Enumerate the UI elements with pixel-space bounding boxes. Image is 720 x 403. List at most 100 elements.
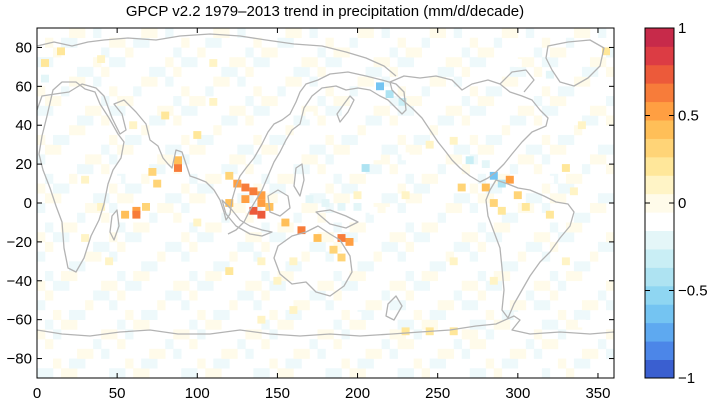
trend-cell — [305, 195, 314, 203]
trend-cell — [433, 59, 442, 67]
trend-cell — [257, 210, 266, 219]
trend-cell — [161, 315, 170, 324]
x-tick-label: 200 — [345, 385, 370, 402]
trend-cell — [489, 171, 498, 180]
trend-cell — [513, 59, 522, 67]
trend-cell — [81, 234, 90, 242]
colorbar-swatch — [645, 101, 674, 121]
trend-cell — [313, 234, 322, 242]
x-tick-label: 0 — [33, 385, 41, 402]
trend-cell — [241, 195, 250, 203]
trend-cell — [489, 276, 498, 285]
trend-cell — [257, 191, 266, 200]
trend-cell — [577, 319, 586, 328]
coastline-eurasia-north — [37, 33, 397, 77]
colorbar-tick-label: −0.5 — [678, 283, 708, 300]
coastline-australia — [273, 225, 353, 297]
trend-cell — [225, 171, 234, 180]
coastlines — [37, 33, 614, 337]
colorbar-swatch — [645, 156, 674, 176]
trend-cell — [545, 121, 554, 130]
trend-cell — [273, 121, 282, 130]
trend-cell — [305, 111, 314, 120]
trend-cell — [148, 168, 157, 176]
trend-cell — [369, 206, 378, 215]
trend-cell — [161, 111, 170, 120]
colorbar-swatch — [645, 175, 674, 195]
colorbar-swatch — [645, 249, 674, 268]
trend-cell — [489, 199, 498, 207]
x-tick-label: 350 — [585, 385, 610, 402]
colorbar-ticks: 1 0.5 0 −0.5 −1 — [645, 20, 708, 387]
trend-cell — [337, 253, 346, 262]
trend-cell — [174, 164, 182, 172]
trend-cell — [132, 210, 141, 219]
trend-cell — [57, 47, 65, 56]
trend-cell — [513, 311, 522, 320]
trend-cell — [41, 59, 49, 67]
trend-cell — [142, 203, 150, 211]
trend-cell — [209, 59, 218, 67]
trend-cell — [289, 257, 298, 266]
trend-cell — [97, 315, 106, 324]
trend-cells — [41, 47, 610, 336]
trend-cell — [153, 179, 162, 188]
trend-cell — [281, 218, 290, 227]
trend-cell — [465, 156, 474, 165]
trend-cell — [132, 206, 141, 215]
colorbar-swatch — [645, 212, 674, 232]
trend-cell — [337, 121, 346, 130]
trend-cell — [345, 238, 354, 246]
colorbar-swatch — [645, 230, 674, 250]
trend-cell — [425, 140, 434, 149]
trend-cell — [257, 199, 266, 207]
trend-cell — [561, 257, 570, 266]
trend-cell — [401, 152, 410, 161]
x-axis: 0 50 100 150 200 250 300 350 — [33, 28, 610, 402]
y-tick-label: 80 — [15, 39, 32, 56]
y-tick-label: −40 — [7, 273, 32, 290]
trend-cell — [569, 187, 578, 196]
trend-cell — [257, 315, 266, 324]
trend-cell — [273, 276, 282, 285]
coastline-africa — [38, 81, 125, 273]
y-axis: 80 60 40 20 0 −20 −40 −60 −80 — [7, 39, 614, 368]
coastline-new-guinea — [315, 209, 359, 229]
trend-cell — [297, 226, 306, 235]
colorbar-swatch — [645, 64, 674, 84]
y-tick-label: 60 — [15, 78, 32, 95]
trend-cell — [257, 257, 266, 266]
trend-cell — [385, 206, 394, 215]
chart-title: GPCP v2.2 1979–2013 trend in precipitati… — [126, 3, 524, 20]
trend-cell — [529, 222, 538, 231]
coastline-eurasia — [37, 71, 407, 235]
trend-cell — [449, 257, 458, 266]
trend-cell — [353, 311, 362, 320]
trend-cell — [545, 175, 554, 184]
coastline-philippines — [293, 163, 305, 197]
x-tick-label: 50 — [109, 385, 126, 402]
trend-cell — [321, 199, 330, 207]
trend-cell — [361, 164, 370, 172]
trend-cell — [129, 121, 138, 130]
trend-cell — [497, 206, 506, 215]
trend-cell — [594, 218, 602, 227]
coastline-madagascar — [109, 209, 120, 241]
colorbar-swatch — [645, 359, 674, 379]
y-tick-label: 0 — [24, 195, 32, 212]
trend-cell — [193, 131, 202, 139]
colorbar-swatch — [645, 120, 674, 139]
trend-cell — [217, 241, 226, 250]
trend-cell — [372, 152, 381, 161]
trend-cell — [481, 160, 490, 168]
colorbar-swatch — [645, 46, 674, 66]
trend-cell — [337, 234, 346, 242]
trend-cell — [249, 206, 258, 215]
trend-cell — [241, 183, 250, 192]
trend-cell — [545, 70, 554, 79]
coastline-north-america — [389, 75, 549, 183]
trend-cell — [174, 156, 182, 165]
trend-cell — [225, 267, 234, 275]
y-tick-label: −20 — [7, 234, 32, 251]
